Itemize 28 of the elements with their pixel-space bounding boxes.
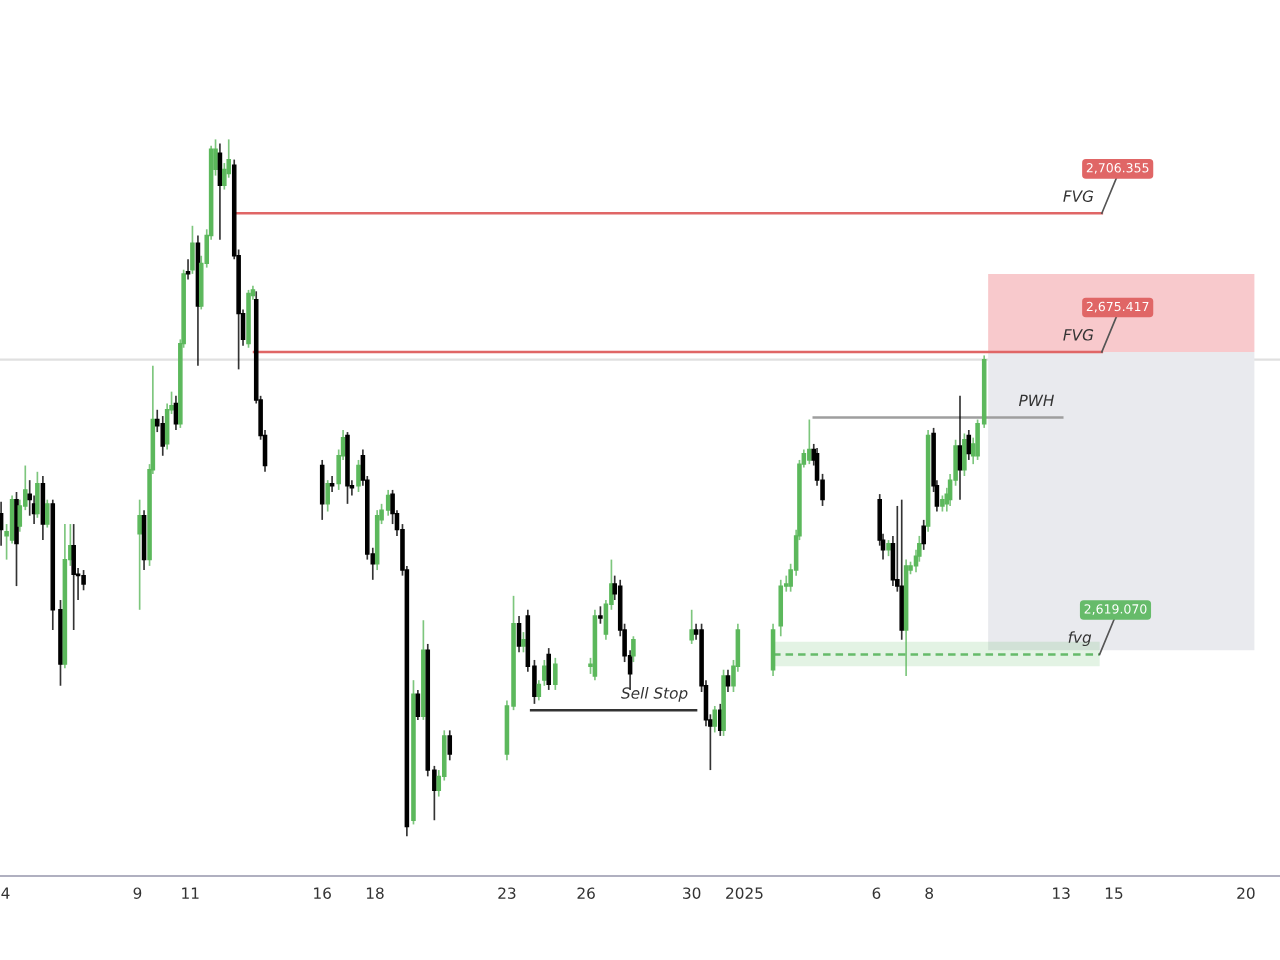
candlestick xyxy=(160,415,166,457)
candlestick xyxy=(71,523,76,631)
candlestick xyxy=(899,498,904,641)
candlestick xyxy=(689,608,694,645)
candlestick xyxy=(631,635,636,663)
candlestick xyxy=(325,479,330,513)
candlestick xyxy=(35,470,40,519)
candlestick xyxy=(447,729,453,762)
candlestick xyxy=(778,578,784,638)
candlestick xyxy=(962,432,967,477)
candlestick xyxy=(712,705,718,734)
candlestick xyxy=(553,657,558,691)
candlestick xyxy=(521,631,526,654)
candlestick xyxy=(81,569,86,592)
candlestick xyxy=(356,459,361,493)
candlestick xyxy=(415,689,421,721)
candlestick xyxy=(516,615,522,654)
candlestick xyxy=(921,519,926,551)
candlestick xyxy=(45,498,50,529)
candlestick xyxy=(385,489,391,517)
candlestick xyxy=(807,418,812,465)
candlestick xyxy=(137,498,142,611)
candlestick xyxy=(14,491,19,587)
candlestick xyxy=(546,647,552,691)
candlestick xyxy=(190,224,195,275)
candlestick xyxy=(185,258,191,281)
candlestick xyxy=(725,668,731,693)
candlestick xyxy=(27,479,32,517)
